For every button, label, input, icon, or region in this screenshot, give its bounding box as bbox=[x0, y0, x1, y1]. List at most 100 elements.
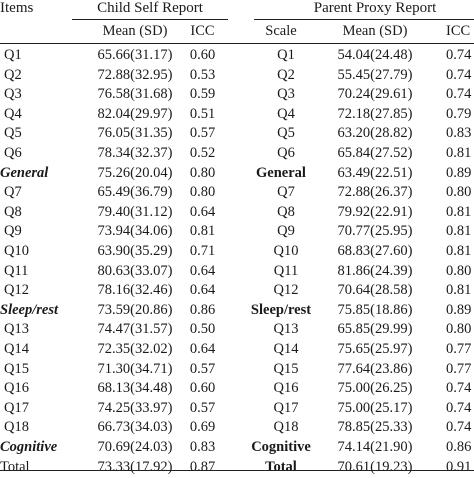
parent-mean-cell: 79.92(22.91) bbox=[337, 203, 413, 220]
table-row: Q11 80.63(33.07) 0.64 Q11 81.86(24.39) 0.80 bbox=[0, 260, 474, 282]
child-mean-cell: 73.59(20.86) bbox=[97, 301, 173, 318]
item-cell: Q5 bbox=[4, 125, 22, 142]
child-icc-cell: 0.64 bbox=[189, 341, 216, 357]
parent-icc-cell: 0.91 bbox=[446, 458, 472, 475]
scale-cell: Q12 bbox=[273, 282, 299, 299]
child-mean-cell: 63.90(35.29) bbox=[97, 243, 173, 259]
item-cell: Q17 bbox=[4, 399, 29, 416]
scale-cell: Q15 bbox=[273, 360, 299, 377]
header-bottom-rule bbox=[0, 43, 474, 44]
item-cell: Q12 bbox=[4, 282, 29, 299]
parent-mean-cell: 75.85(18.86) bbox=[337, 301, 413, 318]
table-row: Q14 72.35(32.02) 0.64 Q14 75.65(25.97) 0.77 bbox=[0, 338, 474, 360]
parent-mean-cell: 75.00(26.25) bbox=[337, 380, 413, 397]
parent-mean-cell: 72.18(27.85) bbox=[337, 105, 413, 122]
scale-cell: Q6 bbox=[277, 145, 295, 161]
child-icc-cell: 0.64 bbox=[189, 203, 216, 220]
parent-mean-cell: 77.64(23.86) bbox=[337, 360, 413, 377]
item-cell: Q13 bbox=[4, 321, 29, 338]
child-mean-cell: 76.05(31.35) bbox=[97, 125, 173, 142]
child-icc-cell: 0.80 bbox=[189, 184, 216, 201]
scale-cell: Q14 bbox=[273, 341, 299, 357]
child-mean-cell: 75.26(20.04) bbox=[97, 164, 173, 181]
table-row: Q18 66.73(34.03) 0.69 Q18 78.85(25.33) 0.74 bbox=[0, 416, 474, 438]
parent-icc-cell: 0.74 bbox=[446, 66, 472, 83]
scale-cell: Q18 bbox=[273, 419, 299, 436]
scale-cell: Q11 bbox=[273, 262, 299, 279]
parent-mean-cell: 75.00(25.17) bbox=[337, 399, 413, 416]
parent-icc-cell: 0.89 bbox=[446, 301, 472, 318]
child-icc-cell: 0.57 bbox=[189, 399, 216, 416]
table-row: Q2 72.88(32.95) 0.53 Q2 55.45(27.79) 0.74 bbox=[0, 64, 474, 86]
item-cell: Q14 bbox=[4, 341, 29, 357]
child-icc-cell: 0.57 bbox=[189, 360, 216, 377]
parent-mean-cell: 81.86(24.39) bbox=[337, 262, 413, 279]
parent-mean-cell: 68.83(27.60) bbox=[337, 243, 413, 259]
child-icc-cell: 0.81 bbox=[189, 223, 216, 240]
table-row-total: Total 73.33(17.92) 0.87 Total 70.61(19.23) 0.… bbox=[0, 456, 474, 478]
table-row: Q7 65.49(36.79) 0.80 Q7 72.88(26.37) 0.80 bbox=[0, 181, 474, 203]
child-icc-cell: 0.52 bbox=[189, 145, 216, 161]
parent-mean-header: Mean (SD) bbox=[342, 23, 408, 39]
table-row-summary: Cognitive 70.69(24.03) 0.83 Cognitive 74.14(… bbox=[0, 436, 474, 458]
child-mean-cell: 65.66(31.17) bbox=[97, 47, 173, 63]
scale-cell: Q3 bbox=[277, 86, 295, 103]
table-row: Q15 71.30(34.71) 0.57 Q15 77.64(23.86) 0.77 bbox=[0, 358, 474, 380]
child-icc-cell: 0.60 bbox=[189, 380, 216, 397]
table-row: Q17 74.25(33.97) 0.57 Q17 75.00(25.17) 0.74 bbox=[0, 397, 474, 419]
table-row: Q12 78.16(32.46) 0.64 Q12 70.64(28.58) 0.81 bbox=[0, 279, 474, 301]
item-cell: Q4 bbox=[4, 105, 22, 122]
table-row-summary: Sleep/rest 73.59(20.86) 0.86 Sleep/rest 75.8… bbox=[0, 299, 474, 321]
scale-cell: Q5 bbox=[277, 125, 295, 142]
parent-mean-cell: 65.84(27.52) bbox=[337, 145, 413, 161]
item-cell: Cognitive bbox=[0, 439, 58, 455]
item-cell: Q3 bbox=[4, 86, 22, 103]
parent-mean-cell: 63.49(22.51) bbox=[337, 164, 413, 181]
parent-icc-cell: 0.77 bbox=[446, 341, 472, 357]
table-row: Q8 79.40(31.12) 0.64 Q8 79.92(22.91) 0.81 bbox=[0, 201, 474, 223]
scale-cell: Q17 bbox=[273, 399, 299, 416]
child-mean-cell: 65.49(36.79) bbox=[97, 184, 173, 201]
child-icc-cell: 0.86 bbox=[189, 301, 216, 318]
child-icc-header: ICC bbox=[190, 23, 215, 39]
parent-mean-cell: 72.88(26.37) bbox=[337, 184, 413, 201]
table-row: Q3 76.58(31.68) 0.59 Q3 70.24(29.61) 0.74 bbox=[0, 83, 474, 105]
parent-icc-cell: 0.86 bbox=[446, 439, 472, 455]
child-mean-cell: 66.73(34.03) bbox=[97, 419, 173, 436]
parent-proxy-report-header: Parent Proxy Report bbox=[313, 0, 437, 16]
table-row: Q10 63.90(35.29) 0.71 Q10 68.83(27.60) 0.81 bbox=[0, 240, 474, 262]
parent-icc-cell: 0.80 bbox=[446, 184, 472, 201]
child-mean-cell: 68.13(34.48) bbox=[97, 380, 173, 397]
item-cell: Q11 bbox=[4, 262, 29, 279]
table-row: Q4 82.04(29.97) 0.51 Q4 72.18(27.85) 0.79 bbox=[0, 103, 474, 125]
table-row: Q1 65.66(31.17) 0.60 Q1 54.04(24.48) 0.74 bbox=[0, 44, 474, 66]
child-mean-cell: 71.30(34.71) bbox=[97, 360, 173, 377]
parent-mean-cell: 55.45(27.79) bbox=[337, 66, 413, 83]
child-mean-cell: 78.16(32.46) bbox=[97, 282, 173, 299]
table-row: Q6 78.34(32.37) 0.52 Q6 65.84(27.52) 0.81 bbox=[0, 142, 474, 164]
parent-icc-cell: 0.81 bbox=[446, 282, 472, 299]
scale-cell: Q13 bbox=[273, 321, 299, 338]
parent-icc-cell: 0.81 bbox=[446, 203, 472, 220]
parent-icc-header: ICC bbox=[446, 23, 471, 39]
scale-cell: General bbox=[256, 164, 306, 181]
child-mean-cell: 70.69(24.03) bbox=[97, 439, 173, 455]
child-icc-cell: 0.60 bbox=[189, 47, 216, 63]
item-cell: Q2 bbox=[4, 66, 22, 83]
item-cell: Q6 bbox=[4, 145, 22, 161]
child-icc-cell: 0.64 bbox=[189, 282, 216, 299]
scale-cell: Q7 bbox=[277, 184, 295, 201]
scale-cell: Q1 bbox=[277, 47, 295, 63]
scale-cell: Q4 bbox=[277, 105, 295, 122]
child-mean-cell: 73.94(34.06) bbox=[97, 223, 173, 240]
child-icc-cell: 0.50 bbox=[189, 321, 216, 338]
parent-icc-cell: 0.74 bbox=[446, 380, 472, 397]
child-mean-cell: 82.04(29.97) bbox=[97, 105, 173, 122]
child-icc-cell: 0.83 bbox=[189, 439, 216, 455]
scale-cell: Sleep/rest bbox=[250, 301, 312, 318]
child-icc-cell: 0.87 bbox=[189, 458, 216, 475]
items-column-header: Items bbox=[0, 0, 34, 16]
table-row: Q13 74.47(31.57) 0.50 Q13 65.85(29.99) 0.80 bbox=[0, 318, 474, 340]
scale-header: Scale bbox=[265, 23, 297, 39]
child-mean-cell: 78.34(32.37) bbox=[97, 145, 173, 161]
